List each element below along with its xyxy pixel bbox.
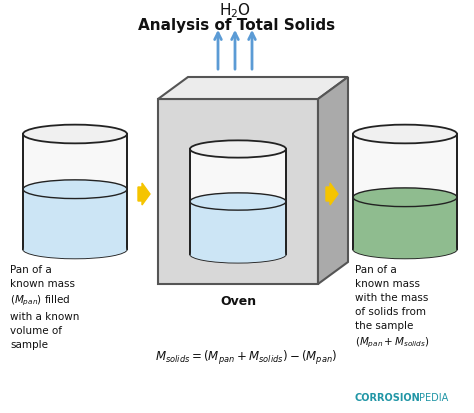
Bar — [191, 202, 285, 254]
Ellipse shape — [353, 125, 457, 144]
Text: Pan of a
known mass
$(M_{pan})$ filled
with a known
volume of
sample: Pan of a known mass $(M_{pan})$ filled w… — [10, 264, 79, 349]
Text: Pan of a
known mass
with the mass
of solids from
the sample
$(M_{pan} + M_{solid: Pan of a known mass with the mass of sol… — [355, 264, 430, 349]
Ellipse shape — [23, 240, 127, 259]
Text: Oven: Oven — [220, 294, 256, 307]
Bar — [353, 135, 457, 249]
Ellipse shape — [353, 240, 457, 259]
Ellipse shape — [23, 125, 127, 144]
Ellipse shape — [353, 240, 457, 259]
Text: $M_{solids}$$ = (M_{pan} + M_{solids}) - (M_{pan})$: $M_{solids}$$ = (M_{pan} + M_{solids}) -… — [155, 348, 337, 366]
Ellipse shape — [23, 180, 127, 199]
Ellipse shape — [353, 188, 457, 207]
Ellipse shape — [23, 240, 127, 259]
Text: CORROSION: CORROSION — [355, 392, 421, 402]
Ellipse shape — [190, 246, 286, 263]
Bar — [24, 190, 126, 249]
FancyArrow shape — [326, 183, 338, 206]
FancyArrow shape — [138, 183, 150, 206]
Polygon shape — [318, 78, 348, 284]
Bar — [354, 198, 456, 249]
Text: PEDIA: PEDIA — [419, 392, 448, 402]
Text: Analysis of Total Solids: Analysis of Total Solids — [138, 18, 336, 33]
Ellipse shape — [190, 246, 286, 263]
Polygon shape — [158, 78, 348, 100]
Bar — [23, 135, 127, 249]
Text: H$_2$O: H$_2$O — [219, 1, 251, 20]
Bar — [158, 100, 318, 284]
Ellipse shape — [190, 141, 286, 158]
Ellipse shape — [190, 193, 286, 211]
Bar — [190, 150, 286, 254]
